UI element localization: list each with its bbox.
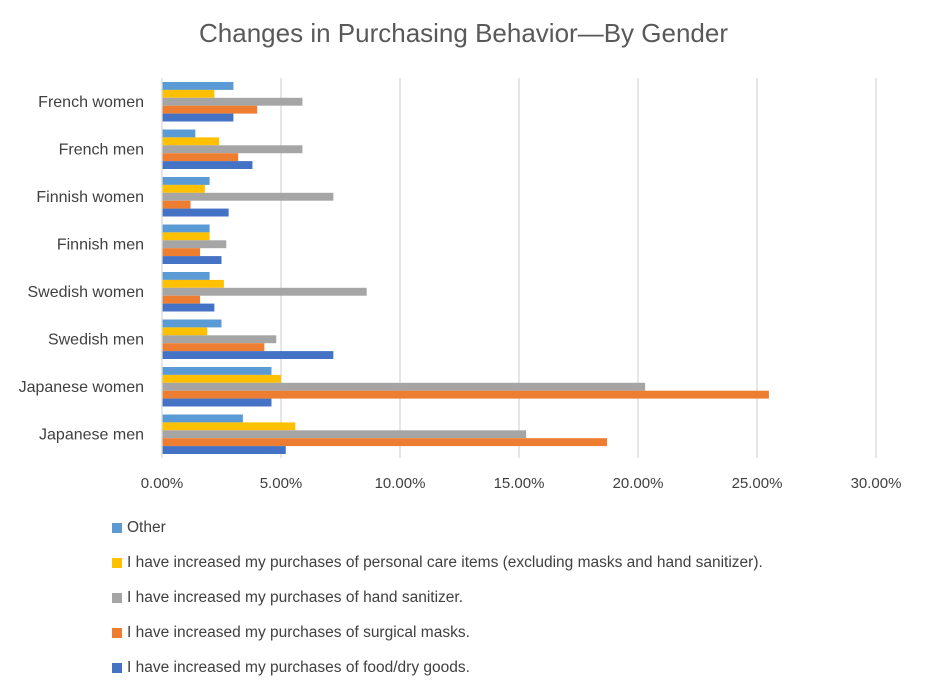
- bar: [162, 224, 210, 233]
- legend-label: I have increased my purchases of food/dr…: [127, 658, 470, 676]
- bar: [162, 240, 227, 249]
- bar: [162, 295, 201, 304]
- legend-label: I have increased my purchases of hand sa…: [127, 588, 464, 606]
- category-label: Japanese men: [39, 426, 144, 443]
- bar: [162, 145, 303, 154]
- legend-swatch: [112, 592, 122, 603]
- bar: [162, 422, 296, 431]
- x-tick-label: 0.00%: [141, 475, 184, 492]
- bar: [162, 192, 334, 201]
- bar: [162, 303, 215, 312]
- legend: Other I have increased my purchases of pe…: [112, 510, 912, 685]
- legend-label: I have increased my purchases of surgica…: [127, 623, 470, 641]
- bar: [162, 153, 239, 162]
- bar: [162, 374, 281, 383]
- bar: [162, 248, 201, 257]
- x-tick-label: 30.00%: [851, 475, 902, 492]
- bar: [162, 343, 265, 352]
- bar: [162, 446, 286, 454]
- legend-item: I have increased my purchases of persona…: [112, 545, 912, 580]
- bar: [162, 200, 191, 209]
- bar: [162, 319, 222, 328]
- category-label: French women: [38, 94, 144, 111]
- bar: [162, 184, 205, 193]
- bar: [162, 208, 229, 217]
- category-label: Finnish women: [36, 189, 144, 206]
- bar: [162, 129, 196, 138]
- bar: [162, 272, 210, 280]
- bar: [162, 327, 208, 336]
- chart-title: Changes in Purchasing Behavior—By Gender: [199, 18, 728, 48]
- legend-item: I have increased my purchases of hand sa…: [112, 580, 912, 615]
- bar: [162, 161, 253, 169]
- legend-item: I have increased my purchases of food/dr…: [112, 650, 912, 685]
- plot-area: French women French men Finnish women Finni…: [19, 78, 902, 492]
- category-label: Swedish men: [48, 331, 144, 348]
- bar: [162, 430, 527, 439]
- bar: [162, 367, 272, 375]
- bar: [162, 89, 215, 98]
- bar: [162, 398, 272, 407]
- legend-label: I have increased my purchases of persona…: [127, 553, 763, 571]
- legend-item: I have increased my purchases of surgica…: [112, 615, 912, 650]
- bar: [162, 232, 210, 241]
- x-tick-label: 15.00%: [494, 475, 545, 492]
- legend-item: Other: [112, 510, 912, 545]
- legend-swatch: [112, 662, 122, 673]
- bar: [162, 137, 220, 146]
- bar: [162, 177, 210, 185]
- x-tick-label: 25.00%: [732, 475, 783, 492]
- x-tick-label: 10.00%: [375, 475, 426, 492]
- bar: [162, 335, 277, 344]
- category-label: Japanese women: [19, 379, 144, 396]
- bar: [162, 97, 303, 106]
- legend-swatch: [112, 627, 122, 638]
- legend-label: Other: [127, 518, 166, 536]
- bar: [162, 113, 234, 122]
- legend-swatch: [112, 522, 122, 533]
- bar: [162, 414, 243, 423]
- bar: [162, 390, 769, 399]
- x-tick-label: 5.00%: [260, 475, 303, 492]
- bar: [162, 256, 222, 264]
- bar: [162, 382, 646, 391]
- category-label: Swedish women: [28, 284, 145, 301]
- bar: [162, 438, 608, 447]
- bar: [162, 105, 258, 114]
- bar: [162, 351, 334, 359]
- category-label: Finnish men: [57, 236, 144, 253]
- category-label: French men: [59, 141, 144, 158]
- legend-swatch: [112, 557, 122, 568]
- bar: [162, 279, 224, 288]
- bar: [162, 287, 367, 296]
- x-tick-label: 20.00%: [613, 475, 664, 492]
- bar: [162, 82, 234, 90]
